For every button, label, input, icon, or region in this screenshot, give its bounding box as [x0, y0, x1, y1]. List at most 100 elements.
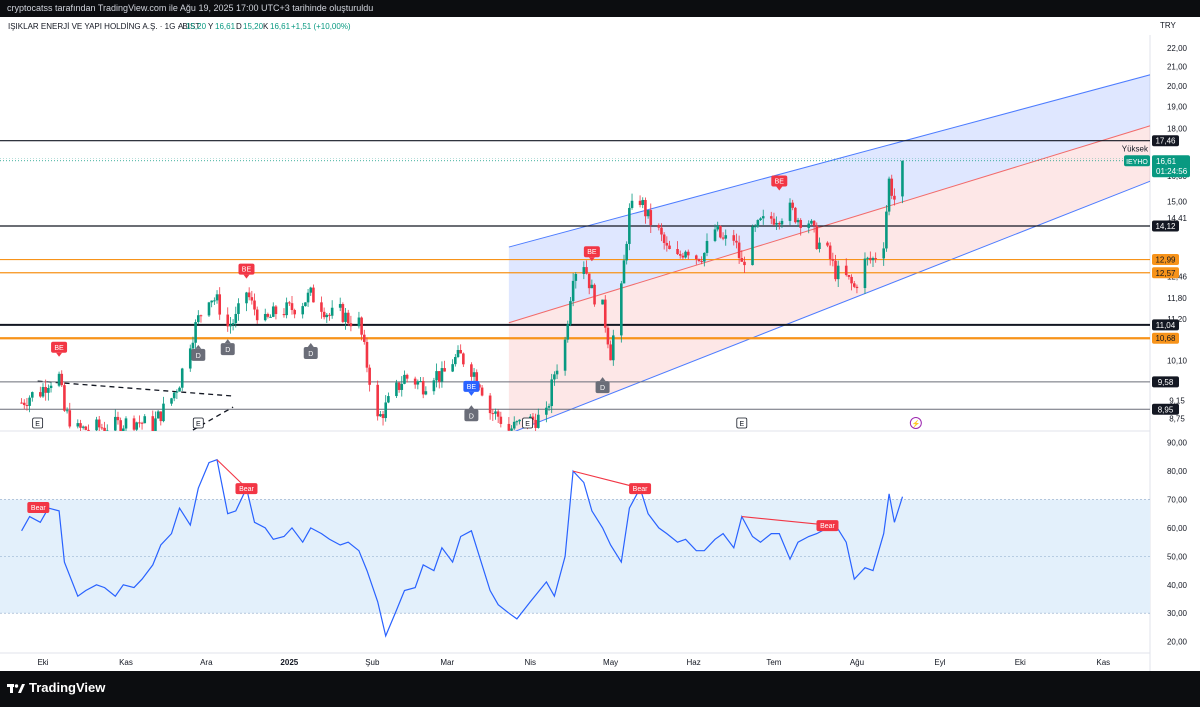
candle-body[interactable] — [732, 235, 736, 241]
candle-body[interactable] — [681, 255, 685, 258]
candle-body[interactable] — [309, 287, 313, 293]
candle-body[interactable] — [488, 395, 492, 414]
chart-area[interactable]: IŞIKLAR ENERJİ VE YAPI HOLDİNG A.Ş. · 1G… — [0, 17, 1200, 671]
candle-body[interactable] — [796, 219, 800, 223]
chart-svg[interactable]: IŞIKLAR ENERJİ VE YAPI HOLDİNG A.Ş. · 1G… — [0, 17, 1200, 671]
candle-body[interactable] — [887, 178, 891, 212]
candle-body[interactable] — [60, 373, 64, 386]
candle-body[interactable] — [140, 422, 144, 424]
candle-body[interactable] — [65, 410, 69, 412]
candle-body[interactable] — [609, 344, 612, 361]
candle-body[interactable] — [419, 380, 422, 382]
candle-body[interactable] — [349, 323, 353, 327]
candle-body[interactable] — [387, 396, 390, 403]
candle-body[interactable] — [290, 303, 294, 311]
candle-body[interactable] — [603, 299, 607, 328]
candle-body[interactable] — [622, 260, 626, 284]
candle-body[interactable] — [668, 245, 671, 249]
candle-body[interactable] — [743, 261, 746, 266]
candle-body[interactable] — [44, 387, 47, 393]
candle-body[interactable] — [491, 413, 495, 415]
candle-body[interactable] — [413, 378, 417, 385]
candle-body[interactable] — [113, 416, 117, 431]
candle-body[interactable] — [301, 306, 305, 315]
candle-body[interactable] — [499, 416, 503, 424]
candle-body[interactable] — [678, 254, 682, 256]
candle-body[interactable] — [756, 220, 760, 227]
candle-body[interactable] — [545, 407, 548, 415]
candle-body[interactable] — [721, 237, 725, 239]
candle-body[interactable] — [368, 367, 371, 385]
candle-body[interactable] — [175, 391, 179, 393]
candle-body[interactable] — [646, 210, 650, 217]
candle-body[interactable] — [566, 324, 570, 340]
candle-body[interactable] — [869, 257, 872, 261]
candle-body[interactable] — [247, 292, 251, 298]
candle-body[interactable] — [95, 419, 98, 431]
candle-body[interactable] — [49, 385, 53, 389]
candle-body[interactable] — [462, 353, 465, 365]
candle-body[interactable] — [507, 423, 511, 431]
dashed-trendline-lower[interactable] — [192, 406, 234, 431]
candle-body[interactable] — [403, 374, 406, 384]
candle-body[interactable] — [105, 430, 109, 431]
candle-body[interactable] — [515, 421, 519, 423]
candle-body[interactable] — [676, 248, 679, 255]
candle-body[interactable] — [30, 392, 34, 398]
candle-body[interactable] — [47, 388, 50, 393]
candle-body[interactable] — [138, 422, 141, 424]
candle-body[interactable] — [874, 258, 877, 260]
candle-body[interactable] — [79, 423, 82, 428]
candle-body[interactable] — [210, 300, 213, 303]
candle-body[interactable] — [285, 302, 288, 316]
candle-body[interactable] — [510, 428, 513, 431]
candle-body[interactable] — [103, 427, 106, 432]
candle-body[interactable] — [625, 243, 628, 261]
candle-body[interactable] — [780, 220, 784, 225]
candle-body[interactable] — [76, 423, 80, 427]
candle-body[interactable] — [657, 225, 661, 228]
candle-body[interactable] — [122, 428, 125, 432]
candle-body[interactable] — [713, 229, 717, 241]
candle-body[interactable] — [322, 311, 326, 318]
candle-body[interactable] — [716, 225, 720, 230]
candle-body[interactable] — [847, 275, 851, 277]
candle-body[interactable] — [641, 199, 645, 205]
candle-body[interactable] — [470, 364, 473, 377]
candle-body[interactable] — [116, 416, 120, 421]
candle-body[interactable] — [255, 309, 259, 321]
candle-body[interactable] — [777, 222, 781, 225]
candle-body[interactable] — [547, 406, 551, 408]
split-event-icon[interactable] — [909, 417, 922, 429]
candle-body[interactable] — [686, 251, 690, 256]
candle-body[interactable] — [620, 283, 623, 336]
candle-body[interactable] — [84, 426, 88, 430]
candle-body[interactable] — [753, 226, 757, 228]
candle-body[interactable] — [703, 252, 706, 262]
candle-body[interactable] — [735, 240, 738, 243]
candle-body[interactable] — [234, 313, 238, 324]
candle-body[interactable] — [684, 251, 687, 258]
candle-body[interactable] — [512, 421, 516, 429]
price-axis[interactable]: 22,0021,0020,0019,0018,0016,6816,0015,00… — [1167, 44, 1188, 424]
candle-body[interactable] — [751, 226, 754, 266]
candle-body[interactable] — [694, 255, 698, 260]
candle-body[interactable] — [362, 334, 366, 342]
candle-body[interactable] — [416, 381, 420, 385]
candle-body[interactable] — [761, 216, 765, 219]
candle-body[interactable] — [437, 371, 441, 382]
candle-body[interactable] — [154, 418, 157, 431]
candle-body[interactable] — [563, 339, 567, 371]
candle-body[interactable] — [400, 383, 404, 390]
candle-body[interactable] — [376, 384, 379, 417]
candle-body[interactable] — [63, 385, 66, 411]
candle-body[interactable] — [724, 235, 728, 239]
candle-body[interactable] — [338, 304, 342, 308]
candlestick-series[interactable] — [20, 160, 904, 438]
candle-body[interactable] — [628, 207, 631, 244]
candle-body[interactable] — [143, 416, 147, 424]
candle-body[interactable] — [81, 426, 85, 428]
candle-body[interactable] — [459, 350, 462, 354]
candle-body[interactable] — [660, 227, 663, 235]
candle-body[interactable] — [199, 315, 203, 317]
